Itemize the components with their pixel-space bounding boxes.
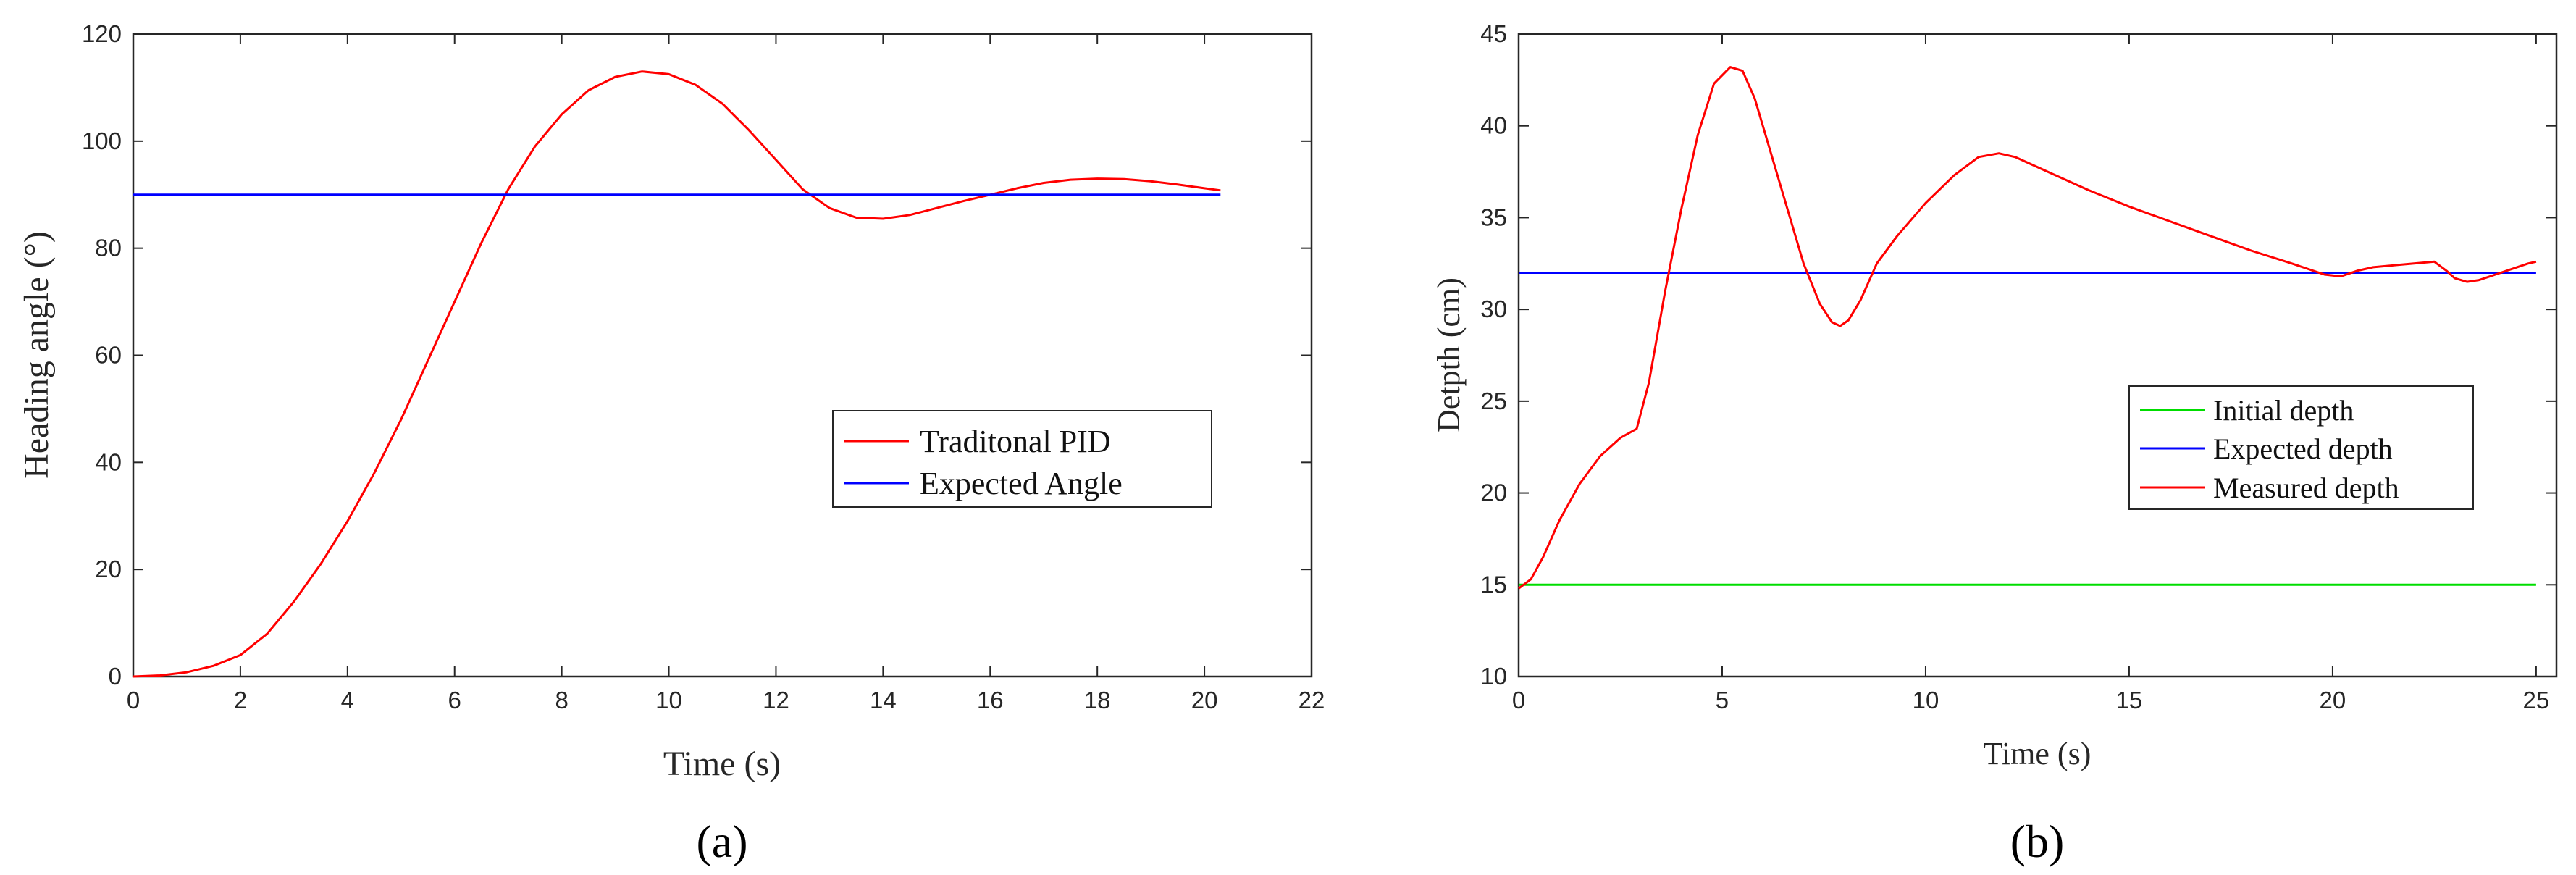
y-axis-label-a: Heading angle (°) bbox=[17, 231, 56, 479]
y-tick-label-a: 100 bbox=[82, 127, 122, 154]
y-tick-label-a: 40 bbox=[95, 448, 122, 475]
y-tick-label-a: 0 bbox=[109, 663, 122, 690]
legend-label-initial-depth: Initial depth bbox=[2213, 394, 2354, 427]
y-tick-label-b: 10 bbox=[1480, 663, 1507, 690]
tick-group-b: 0 5 10 15 20 25 10 15 20 25 30 35 40 45 bbox=[1480, 20, 2556, 713]
y-axis-label-b: Detpth (cm) bbox=[1431, 277, 1467, 432]
panel-label-b: (b) bbox=[2010, 816, 2065, 867]
chart-panel-a: 0 2 4 6 8 10 12 14 16 18 20 22 0 20 40 60 80 100 120 Time … bbox=[17, 20, 1325, 867]
x-tick-label-a: 8 bbox=[555, 687, 568, 713]
x-tick-label-a: 18 bbox=[1084, 687, 1111, 713]
x-tick-label-a: 6 bbox=[448, 687, 461, 713]
x-tick-label-b: 20 bbox=[2320, 687, 2346, 713]
x-tick-label-a: 16 bbox=[977, 687, 1004, 713]
y-tick-label-b: 20 bbox=[1480, 480, 1507, 506]
legend-label-traditonal-pid: Traditonal PID bbox=[920, 424, 1111, 459]
legend-label-measured-depth: Measured depth bbox=[2213, 472, 2399, 504]
legend-a: Traditonal PID Expected Angle bbox=[832, 410, 1212, 508]
plot-area-a bbox=[132, 33, 1313, 678]
legend-label-expected-depth: Expected depth bbox=[2213, 432, 2393, 465]
panel-label-a: (a) bbox=[696, 816, 747, 867]
x-tick-label-b: 10 bbox=[1913, 687, 1939, 713]
x-tick-label-b: 5 bbox=[1716, 687, 1729, 713]
plot-area-b bbox=[1517, 33, 2558, 678]
x-tick-label-a: 22 bbox=[1299, 687, 1325, 713]
chart-panel-b: 0 5 10 15 20 25 10 15 20 25 30 35 40 45 Time (s) Detp… bbox=[1431, 20, 2558, 867]
x-tick-label-a: 4 bbox=[341, 687, 354, 713]
y-tick-label-a: 80 bbox=[95, 235, 122, 261]
y-tick-label-b: 35 bbox=[1480, 204, 1507, 230]
y-tick-label-a: 20 bbox=[95, 556, 122, 582]
x-axis-label-a: Time (s) bbox=[663, 745, 781, 783]
x-tick-label-a: 10 bbox=[655, 687, 682, 713]
x-tick-label-a: 2 bbox=[234, 687, 247, 713]
y-tick-label-b: 30 bbox=[1480, 296, 1507, 322]
series-group-a bbox=[133, 70, 1221, 678]
legend-box-a bbox=[832, 410, 1212, 508]
series-line-measured-depth bbox=[1518, 66, 2537, 590]
x-tick-label-a: 20 bbox=[1191, 687, 1218, 713]
x-tick-label-b: 25 bbox=[2523, 687, 2550, 713]
y-tick-label-b: 45 bbox=[1480, 20, 1507, 47]
x-tick-label-a: 14 bbox=[870, 687, 897, 713]
x-axis-label-b: Time (s) bbox=[1984, 736, 2092, 771]
y-tick-label-b: 15 bbox=[1480, 571, 1507, 598]
x-tick-label-a: 12 bbox=[763, 687, 789, 713]
x-tick-label-b: 15 bbox=[2116, 687, 2143, 713]
x-tick-label-b: 0 bbox=[1512, 687, 1525, 713]
legend-b: Initial depth Expected depth Measured de… bbox=[2128, 385, 2474, 510]
series-line-traditonal-pid bbox=[133, 70, 1221, 678]
y-tick-label-a: 60 bbox=[95, 342, 122, 369]
legend-label-expected-angle: Expected Angle bbox=[920, 466, 1123, 501]
y-tick-label-b: 25 bbox=[1480, 388, 1507, 414]
tick-group-a: 0 2 4 6 8 10 12 14 16 18 20 22 0 20 40 60 80 100 120 bbox=[82, 20, 1325, 713]
series-group-b bbox=[1518, 66, 2537, 590]
y-tick-label-b: 40 bbox=[1480, 112, 1507, 139]
x-tick-label-a: 0 bbox=[127, 687, 140, 713]
y-tick-label-a: 120 bbox=[82, 20, 122, 47]
